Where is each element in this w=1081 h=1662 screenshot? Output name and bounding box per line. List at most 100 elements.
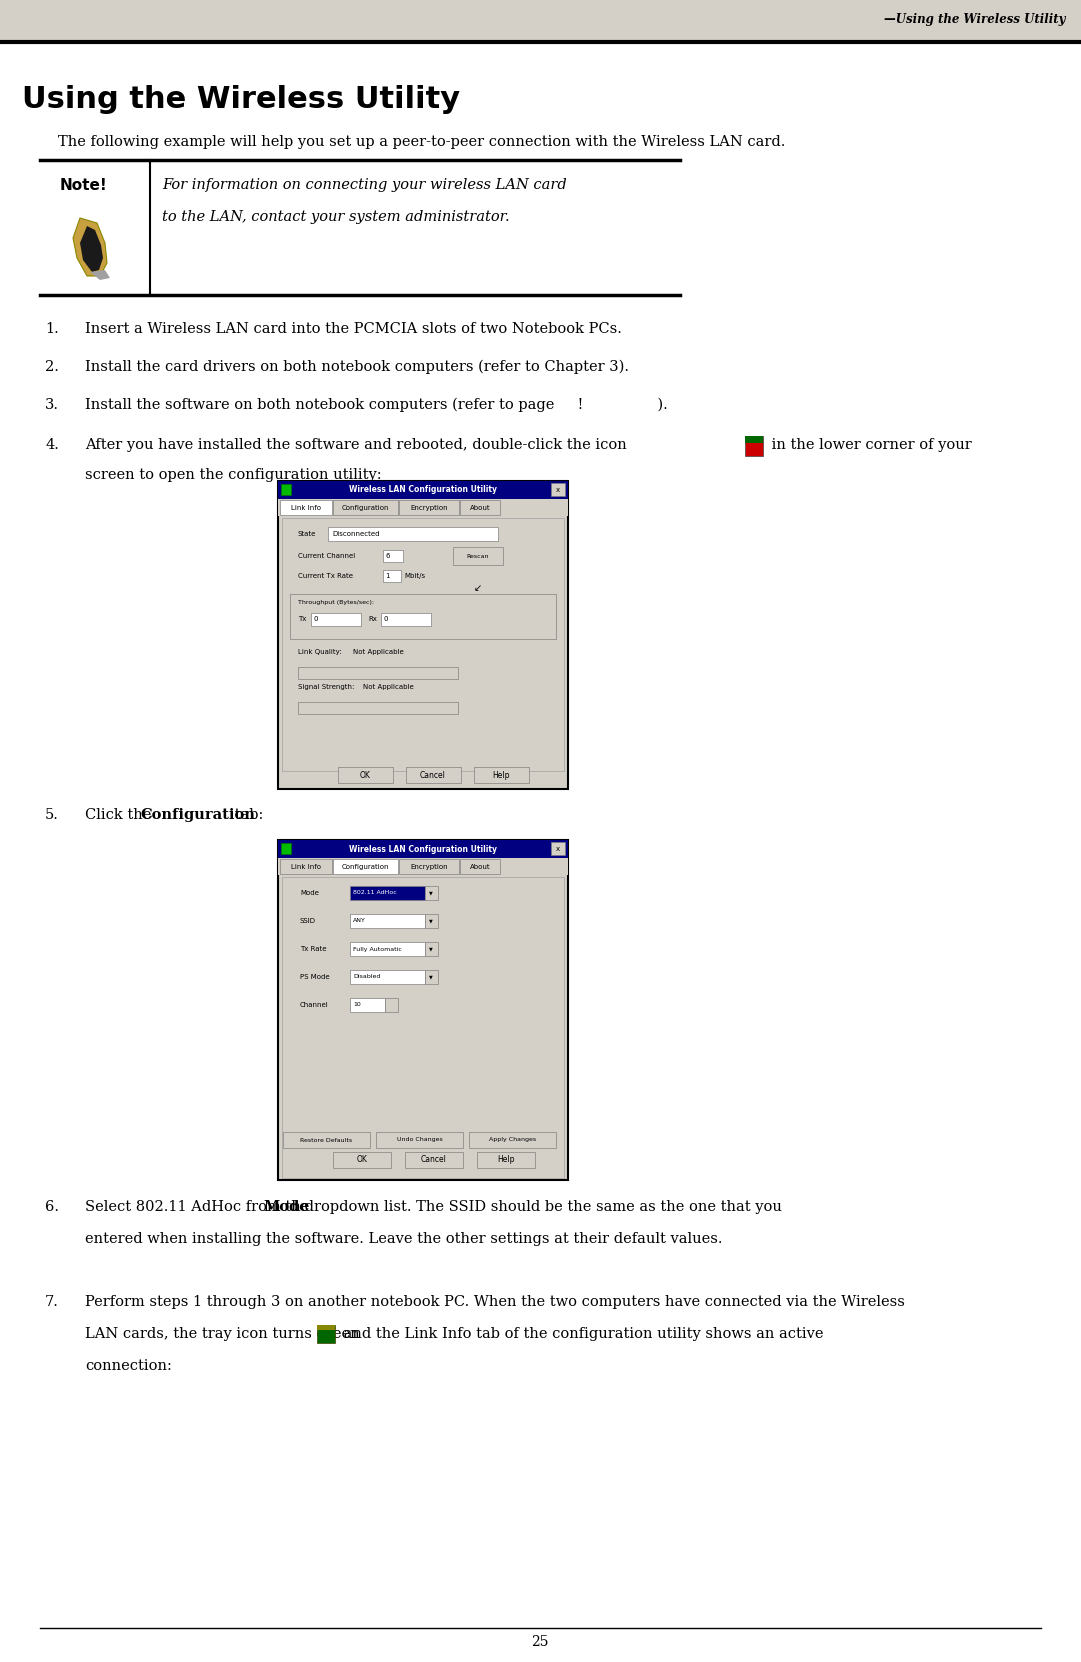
Text: ▼: ▼ xyxy=(429,919,432,924)
Text: Not Applicable: Not Applicable xyxy=(363,685,414,690)
Text: State: State xyxy=(298,530,317,537)
Text: Click the: Click the xyxy=(85,808,156,823)
Text: 3.: 3. xyxy=(45,397,59,412)
Bar xyxy=(399,859,459,874)
Bar xyxy=(350,914,425,927)
Bar xyxy=(745,435,763,444)
Text: Mbit/s: Mbit/s xyxy=(404,573,425,578)
Bar xyxy=(278,839,568,858)
Text: ▼: ▼ xyxy=(429,974,432,979)
Text: connection:: connection: xyxy=(85,1360,172,1373)
Text: ↙: ↙ xyxy=(473,583,482,593)
Bar xyxy=(461,500,501,515)
Text: For information on connecting your wireless LAN card: For information on connecting your wirel… xyxy=(162,178,566,193)
Bar xyxy=(328,527,498,542)
Bar xyxy=(350,971,425,984)
Bar xyxy=(281,484,291,495)
Bar xyxy=(469,1132,556,1148)
Bar xyxy=(350,886,425,901)
Bar xyxy=(338,766,393,783)
Bar xyxy=(406,766,461,783)
Text: Using the Wireless Utility: Using the Wireless Utility xyxy=(22,85,461,115)
Text: to the LAN, contact your system administrator.: to the LAN, contact your system administ… xyxy=(162,209,509,224)
Bar xyxy=(551,843,565,854)
Bar xyxy=(298,701,458,715)
Bar xyxy=(425,942,438,956)
Bar xyxy=(383,550,403,562)
Text: 6: 6 xyxy=(385,553,389,558)
Text: entered when installing the software. Leave the other settings at their default : entered when installing the software. Le… xyxy=(85,1232,722,1246)
Bar xyxy=(278,499,568,515)
Bar xyxy=(280,500,332,515)
Bar xyxy=(425,886,438,901)
Bar xyxy=(376,1132,463,1148)
Bar xyxy=(333,859,398,874)
Bar xyxy=(473,766,529,783)
Text: Fully Automatic: Fully Automatic xyxy=(353,946,402,952)
Text: SSID: SSID xyxy=(301,917,316,924)
Text: Link Info: Link Info xyxy=(291,505,321,510)
Text: 802.11 AdHoc: 802.11 AdHoc xyxy=(353,891,397,896)
Bar xyxy=(290,593,556,638)
Text: OK: OK xyxy=(360,771,371,779)
Bar xyxy=(280,859,332,874)
Text: Throughput (Bytes/sec):: Throughput (Bytes/sec): xyxy=(298,600,374,605)
Text: Encryption: Encryption xyxy=(410,505,448,510)
Text: Link Quality:: Link Quality: xyxy=(298,648,342,655)
Polygon shape xyxy=(90,269,110,279)
Text: Help: Help xyxy=(497,1155,515,1165)
Bar xyxy=(278,480,568,499)
Polygon shape xyxy=(80,226,103,273)
Text: 1.: 1. xyxy=(45,322,58,336)
Text: Wireless LAN Configuration Utility: Wireless LAN Configuration Utility xyxy=(349,485,497,495)
Text: —Using the Wireless Utility: —Using the Wireless Utility xyxy=(883,13,1065,27)
Text: ▼: ▼ xyxy=(429,946,432,952)
Text: Note!: Note! xyxy=(61,178,108,193)
Text: 1: 1 xyxy=(385,573,389,578)
Bar xyxy=(278,858,568,874)
Text: Restore Defaults: Restore Defaults xyxy=(301,1137,352,1142)
Bar xyxy=(383,570,401,582)
Text: x: x xyxy=(556,846,560,853)
Text: 10: 10 xyxy=(353,1002,361,1007)
Text: PS Mode: PS Mode xyxy=(301,974,330,981)
Bar xyxy=(477,1152,535,1168)
Text: Install the card drivers on both notebook computers (refer to Chapter 3).: Install the card drivers on both noteboo… xyxy=(85,361,629,374)
Text: Signal Strength:: Signal Strength: xyxy=(298,685,355,690)
Bar xyxy=(745,435,763,455)
Text: 25: 25 xyxy=(531,1635,549,1649)
Bar xyxy=(282,519,564,771)
Text: Perform steps 1 through 3 on another notebook PC. When the two computers have co: Perform steps 1 through 3 on another not… xyxy=(85,1295,905,1310)
Text: tab:: tab: xyxy=(230,808,264,823)
Bar xyxy=(381,613,431,627)
Text: screen to open the configuration utility:: screen to open the configuration utility… xyxy=(85,469,382,482)
Text: Install the software on both notebook computers (refer to page     !            : Install the software on both notebook co… xyxy=(85,397,668,412)
Text: Mode: Mode xyxy=(263,1200,308,1213)
Bar xyxy=(350,997,385,1012)
Bar xyxy=(281,843,291,854)
Text: Cancel: Cancel xyxy=(422,1155,446,1165)
Text: Undo Changes: Undo Changes xyxy=(397,1137,442,1142)
Text: 5.: 5. xyxy=(45,808,58,823)
Text: Rx: Rx xyxy=(368,617,377,622)
Bar xyxy=(350,942,425,956)
Bar xyxy=(278,480,568,789)
Text: Select 802.11 AdHoc from the: Select 802.11 AdHoc from the xyxy=(85,1200,313,1213)
Text: Cancel: Cancel xyxy=(421,771,446,779)
Text: Disabled: Disabled xyxy=(353,974,381,979)
Text: 0: 0 xyxy=(384,617,388,622)
Bar xyxy=(278,839,568,1180)
Text: Configuration: Configuration xyxy=(342,864,389,869)
Bar xyxy=(311,613,361,627)
Bar xyxy=(399,500,459,515)
Bar xyxy=(283,1132,370,1148)
Bar xyxy=(385,997,398,1012)
Text: The following example will help you set up a peer-to-peer connection with the Wi: The following example will help you set … xyxy=(58,135,786,150)
Text: in the lower corner of your: in the lower corner of your xyxy=(768,439,972,452)
Text: 4.: 4. xyxy=(45,439,58,452)
Text: OK: OK xyxy=(357,1155,368,1165)
Text: Link Info: Link Info xyxy=(291,864,321,869)
Text: 0: 0 xyxy=(313,617,319,622)
Text: Disconnected: Disconnected xyxy=(332,530,379,537)
Bar xyxy=(425,914,438,927)
